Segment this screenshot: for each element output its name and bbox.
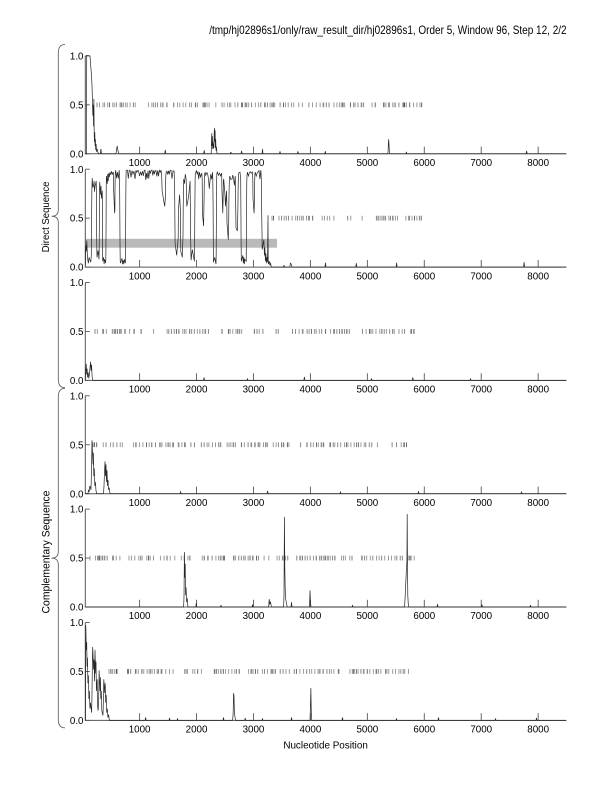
svg-text:8000: 8000 [527,725,549,736]
svg-text:5000: 5000 [356,498,378,509]
svg-text:2000: 2000 [186,385,208,396]
svg-text:2000: 2000 [186,611,208,622]
svg-text:1000: 1000 [129,611,151,622]
svg-text:Nucleotide Position: Nucleotide Position [283,741,368,752]
svg-text:0.0: 0.0 [70,489,84,500]
svg-text:0.5: 0.5 [70,554,84,565]
svg-text:8000: 8000 [527,385,549,396]
svg-text:2000: 2000 [186,498,208,509]
svg-text:6000: 6000 [413,271,435,282]
svg-text:6000: 6000 [413,498,435,509]
svg-text:8000: 8000 [527,498,549,509]
svg-text:1000: 1000 [129,158,151,169]
svg-text:3000: 3000 [243,498,265,509]
svg-text:Direct Sequence: Direct Sequence [40,181,52,252]
svg-text:7000: 7000 [470,271,492,282]
svg-text:8000: 8000 [527,158,549,169]
svg-text:1.0: 1.0 [70,278,84,289]
svg-text:0.0: 0.0 [70,716,84,727]
svg-text:7000: 7000 [470,498,492,509]
svg-text:6000: 6000 [413,158,435,169]
svg-text:4000: 4000 [300,725,322,736]
svg-text:5000: 5000 [356,611,378,622]
svg-text:1000: 1000 [129,725,151,736]
svg-text:Complementary Sequence: Complementary Sequence [41,491,53,614]
svg-text:5000: 5000 [356,158,378,169]
svg-text:0.5: 0.5 [70,440,84,451]
svg-text:3000: 3000 [243,611,265,622]
svg-text:1.0: 1.0 [70,618,84,629]
svg-text:4000: 4000 [300,271,322,282]
svg-text:4000: 4000 [300,385,322,396]
svg-text:8000: 8000 [527,271,549,282]
svg-text:6000: 6000 [413,725,435,736]
svg-text:1.0: 1.0 [70,391,84,402]
svg-text:2000: 2000 [186,725,208,736]
svg-text:3000: 3000 [243,158,265,169]
svg-text:3000: 3000 [243,271,265,282]
svg-text:1.0: 1.0 [70,51,84,62]
svg-text:/tmp/hj02896s1/only/raw_result: /tmp/hj02896s1/only/raw_result_dir/hj028… [209,23,566,37]
svg-text:0.0: 0.0 [70,376,84,387]
svg-text:0.5: 0.5 [70,327,84,338]
svg-text:0.5: 0.5 [70,667,84,678]
svg-text:5000: 5000 [356,385,378,396]
svg-text:5000: 5000 [356,271,378,282]
svg-text:3000: 3000 [243,385,265,396]
svg-text:7000: 7000 [470,611,492,622]
svg-text:0.5: 0.5 [70,100,84,111]
svg-text:1000: 1000 [129,498,151,509]
svg-text:0.0: 0.0 [70,149,84,160]
svg-text:1000: 1000 [129,271,151,282]
svg-text:7000: 7000 [470,385,492,396]
svg-text:4000: 4000 [300,611,322,622]
svg-text:5000: 5000 [356,725,378,736]
svg-text:1000: 1000 [129,385,151,396]
svg-text:7000: 7000 [470,158,492,169]
svg-text:4000: 4000 [300,498,322,509]
svg-text:1.0: 1.0 [70,505,84,516]
svg-text:2000: 2000 [186,158,208,169]
svg-text:0.0: 0.0 [70,603,84,614]
svg-text:6000: 6000 [413,385,435,396]
svg-text:6000: 6000 [413,611,435,622]
svg-text:3000: 3000 [243,725,265,736]
svg-text:2000: 2000 [186,271,208,282]
svg-text:0.5: 0.5 [70,214,84,225]
svg-text:4000: 4000 [300,158,322,169]
svg-text:7000: 7000 [470,725,492,736]
svg-text:8000: 8000 [527,611,549,622]
svg-text:1.0: 1.0 [70,165,84,176]
svg-text:0.0: 0.0 [70,263,84,274]
